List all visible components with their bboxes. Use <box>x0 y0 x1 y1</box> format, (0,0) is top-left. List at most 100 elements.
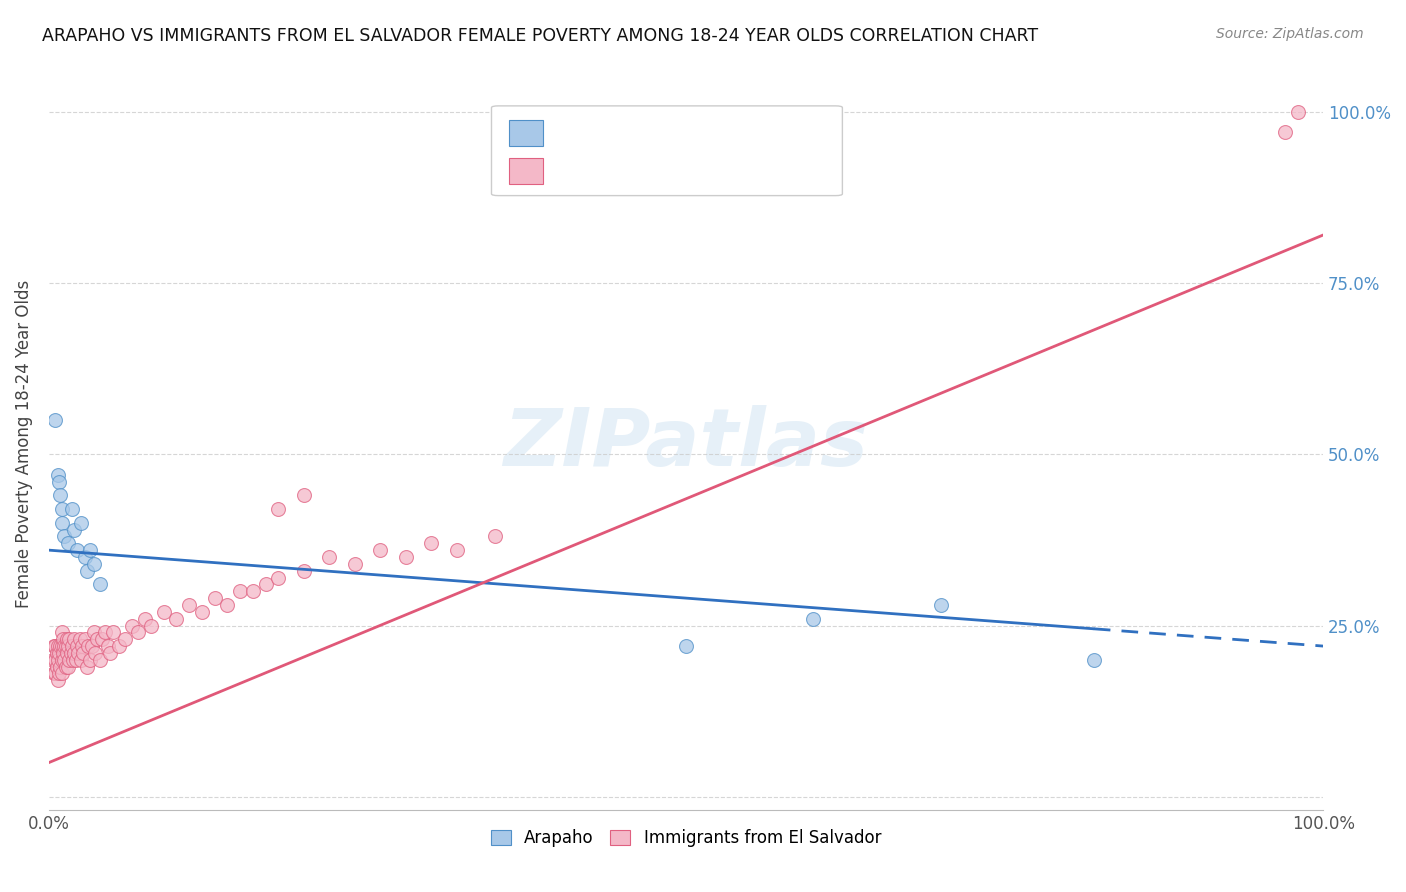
Point <box>51 639 73 653</box>
Point <box>98 646 121 660</box>
Point <box>56 659 79 673</box>
Point <box>53 529 76 543</box>
Point <box>73 549 96 564</box>
Point <box>97 639 120 653</box>
Point <box>73 632 96 647</box>
Point <box>44 653 66 667</box>
Point <box>58 632 80 647</box>
Point <box>49 659 72 673</box>
Point <box>60 639 83 653</box>
Point <box>51 666 73 681</box>
Point <box>217 598 239 612</box>
Point <box>179 598 201 612</box>
Point <box>94 625 117 640</box>
Legend: Arapaho, Immigrants from El Salvador: Arapaho, Immigrants from El Salvador <box>484 822 889 854</box>
Point <box>55 659 77 673</box>
Point <box>446 543 468 558</box>
Point <box>91 632 114 647</box>
Point <box>72 646 94 660</box>
Point <box>191 605 214 619</box>
Point <box>77 639 100 653</box>
Point <box>368 543 391 558</box>
Point <box>86 632 108 647</box>
Point <box>254 577 277 591</box>
Point <box>46 639 69 653</box>
Point <box>52 632 75 647</box>
Point <box>89 577 111 591</box>
Point <box>165 612 187 626</box>
Point <box>63 632 86 647</box>
Point <box>45 659 67 673</box>
Point <box>114 632 136 647</box>
Point <box>52 646 75 660</box>
Point <box>70 639 93 653</box>
Point <box>51 516 73 530</box>
Point <box>101 625 124 640</box>
Point <box>204 591 226 606</box>
Point <box>46 653 69 667</box>
Point <box>42 666 65 681</box>
Point <box>675 639 697 653</box>
Point <box>318 549 340 564</box>
Point <box>44 413 66 427</box>
Text: Source: ZipAtlas.com: Source: ZipAtlas.com <box>1216 27 1364 41</box>
Point <box>242 584 264 599</box>
Point <box>83 646 105 660</box>
Point <box>53 653 76 667</box>
Point <box>127 625 149 640</box>
Y-axis label: Female Poverty Among 18-24 Year Olds: Female Poverty Among 18-24 Year Olds <box>15 280 32 608</box>
Point <box>1274 125 1296 139</box>
Point <box>108 639 131 653</box>
Text: ARAPAHO VS IMMIGRANTS FROM EL SALVADOR FEMALE POVERTY AMONG 18-24 YEAR OLDS CORR: ARAPAHO VS IMMIGRANTS FROM EL SALVADOR F… <box>42 27 1038 45</box>
Point <box>49 488 72 502</box>
Point <box>67 646 90 660</box>
Point <box>46 467 69 482</box>
Point <box>343 557 366 571</box>
Point <box>42 653 65 667</box>
Point <box>395 549 418 564</box>
Point <box>60 502 83 516</box>
Point <box>484 529 506 543</box>
Point <box>1083 653 1105 667</box>
Point <box>63 523 86 537</box>
Point <box>79 653 101 667</box>
Point <box>139 618 162 632</box>
Point <box>267 502 290 516</box>
Point <box>66 639 89 653</box>
Point <box>69 632 91 647</box>
Point <box>420 536 443 550</box>
Point <box>83 625 105 640</box>
Point <box>48 475 70 489</box>
Point <box>267 570 290 584</box>
Point <box>51 502 73 516</box>
Point <box>66 543 89 558</box>
Point <box>62 653 84 667</box>
Point <box>48 666 70 681</box>
Point <box>89 653 111 667</box>
Point <box>44 639 66 653</box>
Point <box>56 646 79 660</box>
Point <box>65 653 87 667</box>
Point <box>56 632 79 647</box>
Point <box>152 605 174 619</box>
Point <box>56 639 79 653</box>
Point <box>121 618 143 632</box>
Point <box>69 516 91 530</box>
Point <box>69 653 91 667</box>
Point <box>58 653 80 667</box>
Point <box>292 564 315 578</box>
Point <box>44 666 66 681</box>
Point <box>51 653 73 667</box>
Point <box>134 612 156 626</box>
Point <box>292 488 315 502</box>
Point <box>82 639 104 653</box>
Point <box>79 543 101 558</box>
Point <box>76 564 98 578</box>
Point <box>229 584 252 599</box>
Point <box>929 598 952 612</box>
Point <box>83 557 105 571</box>
Text: ZIPatlas: ZIPatlas <box>503 405 869 483</box>
Point <box>76 659 98 673</box>
Point <box>63 646 86 660</box>
Point <box>55 639 77 653</box>
